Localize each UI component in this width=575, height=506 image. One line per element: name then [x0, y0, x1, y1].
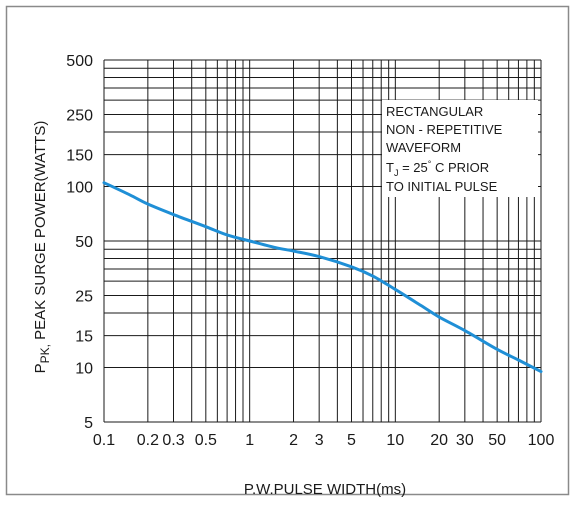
annotation-degree: °: [428, 159, 432, 169]
y-tick-label: 25: [75, 288, 93, 305]
annotation-j-subscript: J: [394, 168, 399, 178]
annotation-line-5: TO INITIAL PULSE: [386, 179, 498, 194]
annotation-line-3: WAVEFORM: [386, 140, 461, 155]
x-tick-label: 50: [488, 432, 506, 449]
y-tick-label: 15: [75, 329, 93, 346]
y-axis-title-rest: PEAK SURGE POWER(WATTS): [32, 121, 49, 344]
x-tick-label: 3: [315, 432, 324, 449]
x-tick-label: 0.1: [93, 432, 115, 449]
y-tick-label: 500: [66, 53, 93, 70]
x-tick-label: 5: [347, 432, 356, 449]
annotation-line-1: RECTANGULAR: [386, 104, 483, 119]
x-tick-label: 30: [456, 432, 474, 449]
x-tick-label: 0.3: [162, 432, 184, 449]
annotation-prior: C PRIOR: [431, 160, 489, 175]
y-tick-label: 10: [75, 361, 93, 378]
y-tick-label: 5: [84, 415, 93, 432]
y-axis-title-p: P: [32, 363, 49, 373]
x-axis-title: P.W.PULSE WIDTH(ms): [244, 481, 406, 498]
annotation-t: T: [386, 160, 394, 175]
x-tick-label: 10: [386, 432, 404, 449]
waveform-annotation: RECTANGULAR NON - REPETITIVE WAVEFORM TJ…: [382, 100, 538, 197]
y-axis-title: PPK, PEAK SURGE POWER(WATTS): [32, 121, 52, 374]
annotation-temp: = 25: [398, 160, 427, 175]
y-tick-label: 50: [75, 234, 93, 251]
x-tick-label: 1: [245, 432, 254, 449]
y-tick-label: 100: [66, 180, 93, 197]
y-axis-title-subscript: PK,: [38, 344, 52, 363]
annotation-line-4: TJ = 25° C PRIOR: [386, 159, 489, 178]
tick-label-layer: 0.1 0.2 0.3 0.5 1 2 3 5 10 20 30 50 100 5 10 15 25 50 100 1…: [66, 53, 554, 449]
x-tick-label: 0.5: [195, 432, 217, 449]
y-tick-label: 250: [66, 107, 93, 124]
annotation-background: [382, 100, 538, 197]
annotation-line-2: NON - REPETITIVE: [386, 122, 503, 137]
power-curve-series: [102, 181, 543, 374]
x-tick-label: 100: [528, 432, 555, 449]
x-tick-label: 0.2: [137, 432, 159, 449]
x-tick-label: 2: [289, 432, 298, 449]
x-tick-label: 20: [430, 432, 448, 449]
y-tick-label: 150: [66, 148, 93, 165]
